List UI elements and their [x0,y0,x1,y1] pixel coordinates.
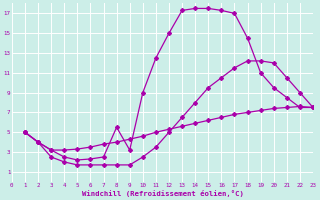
X-axis label: Windchill (Refroidissement éolien,°C): Windchill (Refroidissement éolien,°C) [82,190,244,197]
